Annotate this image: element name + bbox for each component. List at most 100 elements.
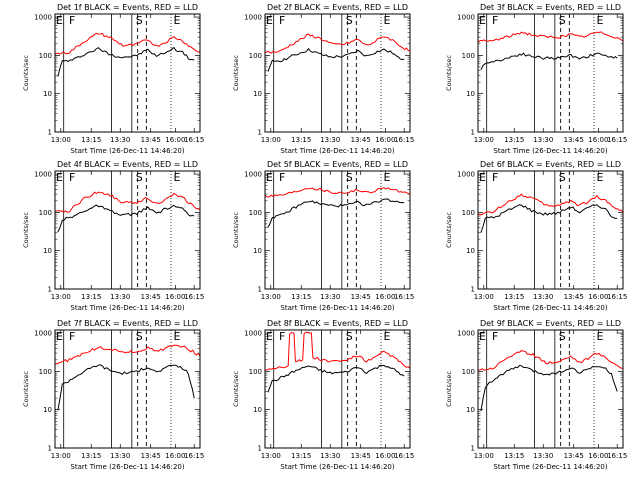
y-tick-label: 1000 [244, 14, 262, 22]
flag-label: F [69, 14, 75, 27]
y-axis-label: Counts/sec [22, 212, 30, 248]
flag-label: E [383, 330, 390, 343]
y-tick-label: 100 [249, 368, 262, 376]
x-tick-label: 16:00 [588, 452, 608, 460]
panel-title: Det 2f BLACK = Events, RED = LLD [267, 3, 408, 12]
flag-label: E [56, 330, 63, 343]
x-tick-label: 13:45 [564, 452, 584, 460]
flag-label: E [173, 171, 180, 184]
panel-title: Det 7f BLACK = Events, RED = LLD [57, 319, 198, 328]
x-axis-label: Start Time (26-Dec-11 14:46:20) [70, 463, 184, 471]
x-tick-label: 13:45 [141, 293, 161, 301]
x-tick-label: 13:30 [110, 293, 130, 301]
flag-label: F [492, 14, 498, 27]
events-series-line [267, 198, 405, 228]
y-tick-label: 1000 [457, 330, 475, 338]
plot-frame [54, 329, 201, 449]
flag-label: E [266, 330, 273, 343]
x-tick-label: 13:30 [533, 136, 553, 144]
x-tick-label: 16:15 [607, 452, 627, 460]
y-tick-label: 1000 [34, 330, 52, 338]
flag-label: F [69, 330, 75, 343]
y-tick-label: 10 [253, 247, 262, 255]
flag-label: F [279, 330, 285, 343]
x-tick-label: 13:45 [351, 452, 371, 460]
x-tick-label: 16:15 [184, 293, 204, 301]
x-tick-label: 13:00 [51, 136, 71, 144]
flag-label: E [173, 14, 180, 27]
events-series-line [57, 46, 195, 77]
x-tick-label: 13:00 [51, 293, 71, 301]
x-tick-label: 13:00 [261, 136, 281, 144]
x-tick-label: 16:00 [375, 452, 395, 460]
events-series-line [480, 52, 618, 71]
y-axis-label: Counts/sec [445, 371, 453, 407]
flag-label: S [136, 171, 143, 184]
panel-title: Det 4f BLACK = Events, RED = LLD [57, 160, 198, 169]
events-series-line [267, 47, 405, 72]
x-tick-label: 13:15 [504, 136, 524, 144]
plot-frame [477, 13, 624, 133]
x-tick-label: 13:00 [261, 452, 281, 460]
x-tick-label: 13:15 [81, 136, 101, 144]
events-series-line [480, 204, 618, 233]
y-tick-label: 1000 [457, 171, 475, 179]
flag-label: F [69, 171, 75, 184]
y-tick-label: 10 [43, 406, 52, 414]
y-tick-label: 1 [258, 286, 262, 294]
flag-label: S [136, 330, 143, 343]
lld-series-line [54, 191, 201, 213]
y-tick-label: 1000 [34, 171, 52, 179]
y-tick-label: 1 [258, 129, 262, 137]
x-axis-label: Start Time (26-Dec-11 14:46:20) [493, 304, 607, 312]
x-tick-label: 13:15 [291, 136, 311, 144]
lld-series-line [264, 33, 411, 54]
lld-series-line [477, 193, 624, 216]
y-axis-label: Counts/sec [22, 55, 30, 91]
lld-series-line [264, 331, 411, 371]
x-tick-label: 16:00 [588, 293, 608, 301]
x-tick-label: 13:45 [141, 136, 161, 144]
y-tick-label: 10 [466, 406, 475, 414]
flag-label: E [479, 330, 486, 343]
y-tick-label: 100 [39, 52, 52, 60]
flag-label: E [596, 14, 603, 27]
y-tick-label: 10 [466, 90, 475, 98]
x-tick-label: 13:30 [320, 136, 340, 144]
y-tick-label: 100 [39, 368, 52, 376]
x-tick-label: 16:00 [165, 136, 185, 144]
y-axis-label: Counts/sec [232, 55, 240, 91]
x-tick-label: 13:30 [533, 293, 553, 301]
panel-title: Det 3f BLACK = Events, RED = LLD [480, 3, 621, 12]
y-tick-label: 10 [466, 247, 475, 255]
x-tick-label: 16:15 [184, 452, 204, 460]
plot-frame [477, 170, 624, 290]
flag-label: S [559, 171, 566, 184]
x-tick-label: 16:15 [394, 452, 414, 460]
flag-label: E [383, 171, 390, 184]
y-tick-label: 10 [43, 90, 52, 98]
y-tick-label: 100 [462, 368, 475, 376]
flag-label: E [596, 330, 603, 343]
flag-label: F [492, 171, 498, 184]
detector-panel: Det 8f BLACK = Events, RED = LLD Counts/s… [232, 319, 414, 471]
y-axis-label: Counts/sec [22, 371, 30, 407]
y-axis-label: Counts/sec [232, 212, 240, 248]
y-tick-label: 1 [48, 445, 52, 453]
x-tick-label: 13:00 [474, 136, 494, 144]
x-tick-label: 13:00 [261, 293, 281, 301]
plot-frame [54, 13, 201, 133]
plot-frame [477, 329, 624, 449]
y-tick-label: 1000 [244, 171, 262, 179]
y-axis-label: Counts/sec [445, 212, 453, 248]
flag-label: F [492, 330, 498, 343]
x-tick-label: 16:15 [607, 136, 627, 144]
x-tick-label: 16:15 [184, 136, 204, 144]
detector-panel: Det 5f BLACK = Events, RED = LLD Counts/s… [232, 160, 414, 312]
events-series-line [57, 204, 195, 233]
detector-panel: Det 6f BLACK = Events, RED = LLD Counts/s… [445, 160, 627, 312]
flag-label: S [346, 14, 353, 27]
x-tick-label: 16:00 [588, 136, 608, 144]
x-tick-label: 16:00 [375, 136, 395, 144]
